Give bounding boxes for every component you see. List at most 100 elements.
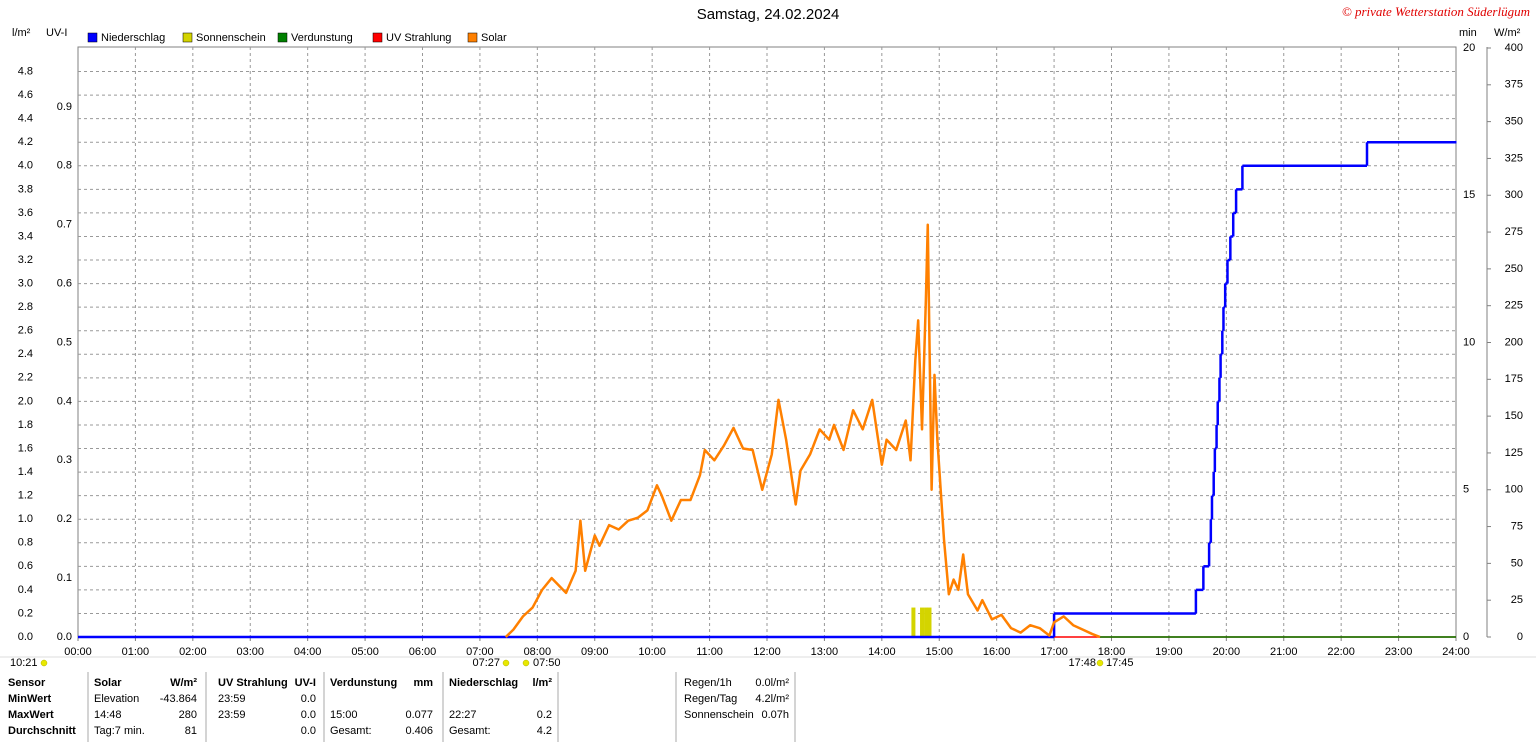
- table-header: mm: [413, 677, 433, 689]
- table-cell: 23:59: [218, 709, 246, 721]
- y-tick-label: 125: [1505, 447, 1523, 459]
- table-header: UV Strahlung: [218, 677, 288, 689]
- y-tick-label: 0.6: [57, 278, 72, 290]
- y-tick-label: 0.0: [18, 631, 33, 643]
- table-cell: Gesamt:: [449, 725, 491, 737]
- y-tick-label: 75: [1511, 520, 1523, 532]
- y-tick-label: 0.3: [57, 454, 72, 466]
- legend-swatch: [87, 32, 98, 43]
- y-tick-label: 4.4: [18, 113, 33, 125]
- table-cell: 0.2: [537, 709, 552, 721]
- legend-swatch: [467, 32, 478, 43]
- table-header: l/m²: [532, 677, 552, 689]
- y-tick-label: 175: [1505, 373, 1523, 385]
- table-header: Niederschlag: [449, 677, 518, 689]
- table-header: UV-I: [295, 677, 316, 689]
- y-tick-label: 100: [1505, 484, 1523, 496]
- table-cell: Durchschnitt: [8, 725, 76, 737]
- y-tick-label: 250: [1505, 263, 1523, 275]
- table-cell: MaxWert: [8, 709, 54, 721]
- y-tick-label: 0.6: [18, 560, 33, 572]
- bar: [911, 607, 916, 637]
- sun-marker: 17:48: [1068, 657, 1096, 669]
- x-tick-label: 20:00: [1213, 646, 1241, 658]
- y-tick-label: 0.7: [57, 219, 72, 231]
- y-tick-label: 375: [1505, 79, 1523, 91]
- y-tick-label: 0.2: [57, 513, 72, 525]
- y-tick-label: 1.6: [18, 442, 33, 454]
- summary-value: 4.2l/m²: [755, 693, 789, 705]
- y-tick-label: 0: [1517, 631, 1523, 643]
- y-tick-label: 3.4: [18, 230, 33, 242]
- table-cell: 14:48: [94, 709, 122, 721]
- legend-label: Verdunstung: [291, 32, 353, 44]
- legend-swatch: [372, 32, 383, 43]
- legend-label: UV Strahlung: [386, 32, 451, 44]
- table-header: Sensor: [8, 677, 46, 689]
- legend-label: Niederschlag: [101, 32, 165, 44]
- sun-icon: [1096, 659, 1104, 667]
- y-tick-label: 325: [1505, 152, 1523, 164]
- series-line: [504, 223, 1101, 639]
- y-tick-label: 2.2: [18, 372, 33, 384]
- table-cell: Elevation: [94, 693, 139, 705]
- y-tick-label: 150: [1505, 410, 1523, 422]
- table-cell: 0.406: [405, 725, 433, 737]
- chart-title: Samstag, 24.02.2024: [697, 6, 840, 23]
- y-tick-label: 0.2: [18, 607, 33, 619]
- y-tick-label: 0.9: [57, 101, 72, 113]
- y-tick-label: 0.0: [57, 631, 72, 643]
- table-cell: MinWert: [8, 693, 52, 705]
- table-cell: 15:00: [330, 709, 358, 721]
- sun-icon: [40, 659, 48, 667]
- x-tick-label: 05:00: [351, 646, 379, 658]
- sun-icon: [502, 659, 510, 667]
- y-tick-label: 2.4: [18, 348, 33, 360]
- x-tick-label: 01:00: [122, 646, 150, 658]
- table-cell: 0.0: [301, 709, 316, 721]
- y-tick-label: 0: [1463, 631, 1469, 643]
- y-tick-label: 20: [1463, 42, 1475, 54]
- x-tick-label: 02:00: [179, 646, 207, 658]
- x-tick-label: 09:00: [581, 646, 609, 658]
- summary-label: Sonnenschein: [684, 709, 754, 721]
- y-tick-label: 0.5: [57, 336, 72, 348]
- table-cell: 4.2: [537, 725, 552, 737]
- summary-label: Regen/1h: [684, 677, 732, 689]
- legend-swatch: [182, 32, 193, 43]
- legend-swatch: [277, 32, 288, 43]
- sun-marker: 07:50: [533, 657, 561, 669]
- table-cell: 22:27: [449, 709, 477, 721]
- x-tick-label: 08:00: [524, 646, 552, 658]
- y-tick-label: 2.6: [18, 325, 33, 337]
- legend-label: Solar: [481, 32, 507, 44]
- y-tick-label: 0.4: [57, 395, 72, 407]
- axis-title: min: [1459, 27, 1477, 39]
- table-header: Verdunstung: [330, 677, 397, 689]
- y-tick-label: 1.8: [18, 419, 33, 431]
- y-tick-label: 3.8: [18, 183, 33, 195]
- sun-marker: 07:27: [472, 657, 500, 669]
- bar: [920, 607, 925, 637]
- x-tick-label: 00:00: [64, 646, 92, 658]
- axis-title: l/m²: [12, 27, 31, 39]
- table-cell: Tag:7 min.: [94, 725, 145, 737]
- x-tick-label: 21:00: [1270, 646, 1298, 658]
- x-tick-label: 22:00: [1327, 646, 1355, 658]
- y-tick-label: 25: [1511, 594, 1523, 606]
- y-tick-label: 15: [1463, 189, 1475, 201]
- table-cell: Gesamt:: [330, 725, 372, 737]
- y-tick-label: 5: [1463, 484, 1469, 496]
- x-tick-label: 19:00: [1155, 646, 1183, 658]
- summary-value: 0.0l/m²: [755, 677, 789, 689]
- table-header: W/m²: [170, 677, 197, 689]
- y-tick-label: 275: [1505, 226, 1523, 238]
- x-tick-label: 13:00: [811, 646, 839, 658]
- y-tick-label: 225: [1505, 300, 1523, 312]
- x-tick-label: 17:00: [1040, 646, 1068, 658]
- y-tick-label: 1.4: [18, 466, 33, 478]
- x-tick-label: 03:00: [236, 646, 264, 658]
- table-cell: 0.0: [301, 693, 316, 705]
- y-tick-label: 350: [1505, 116, 1523, 128]
- y-tick-label: 10: [1463, 336, 1475, 348]
